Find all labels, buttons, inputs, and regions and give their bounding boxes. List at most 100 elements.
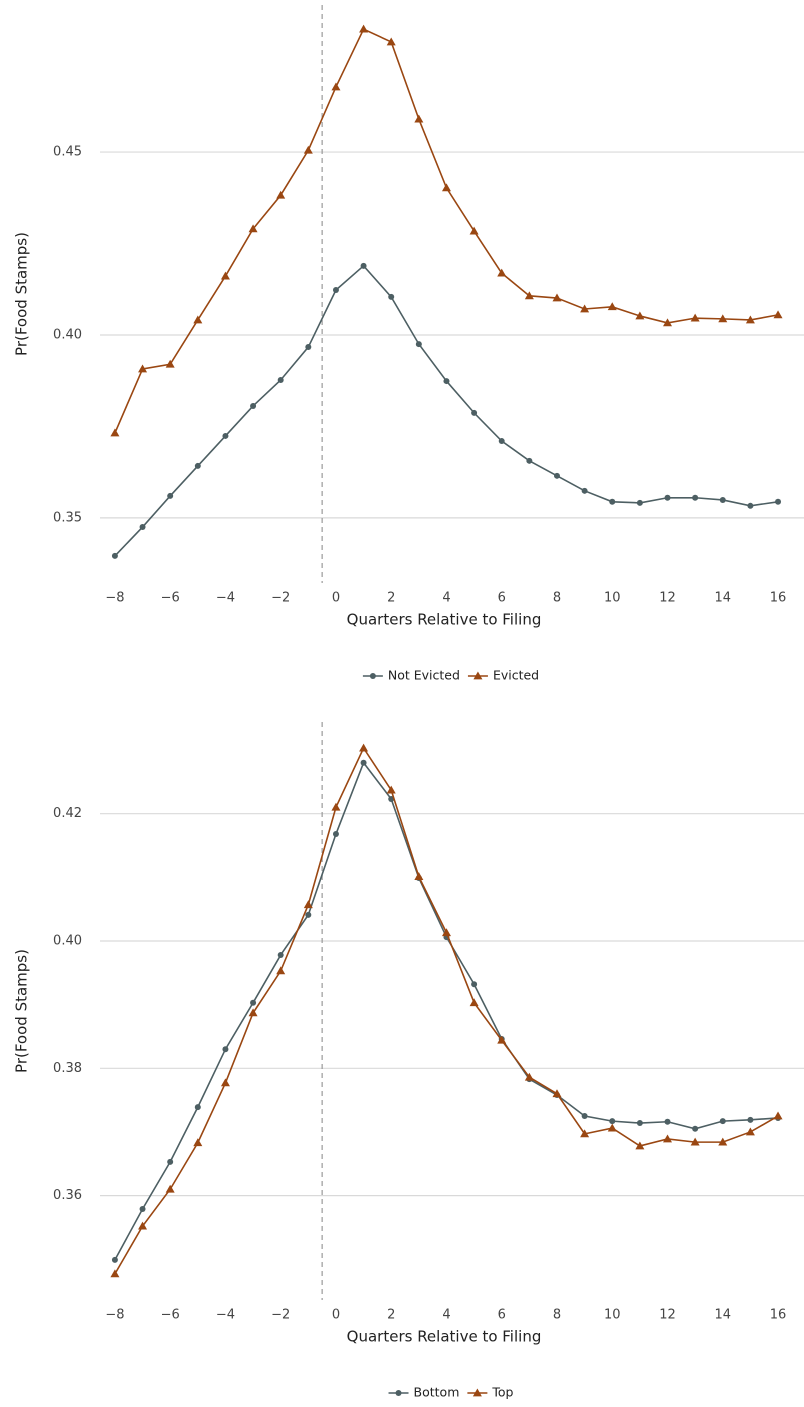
x-axis-title: Quarters Relative to Filing <box>347 611 542 629</box>
marker <box>471 981 478 988</box>
legend-label: Bottom <box>414 1385 460 1400</box>
x-tick-label: 10 <box>604 591 621 606</box>
marker <box>441 928 451 937</box>
marker <box>663 318 673 327</box>
x-tick-label: −8 <box>105 591 124 606</box>
x-tick-label: −2 <box>271 1308 290 1323</box>
x-tick-label: 14 <box>714 1308 731 1323</box>
x-tick-label: −2 <box>271 591 290 606</box>
x-tick-label: 12 <box>659 1308 676 1323</box>
marker <box>441 183 451 192</box>
marker <box>388 796 395 803</box>
marker <box>165 359 175 368</box>
marker <box>331 82 341 91</box>
marker <box>497 268 507 277</box>
marker <box>690 1137 700 1146</box>
marker <box>111 552 118 559</box>
legend: Bottom Top <box>388 1385 514 1400</box>
y-tick-label: 0.42 <box>53 806 82 821</box>
marker <box>386 785 396 794</box>
y-tick-label: 0.38 <box>53 1061 82 1076</box>
x-tick-label: −4 <box>216 1308 235 1323</box>
marker <box>414 114 424 123</box>
marker <box>635 311 645 320</box>
marker <box>472 1388 482 1397</box>
x-tick-label: 16 <box>770 1308 787 1323</box>
marker <box>664 1118 671 1125</box>
marker <box>276 190 286 199</box>
chart: 0.35 0.40 0.45 −8 −6 −4 −2 0 2 4 6 8 10 12 14 16 Quarter… <box>13 5 804 683</box>
y-tick-label: 0.40 <box>53 327 82 342</box>
y-axis-title: Pr(Food Stamps) <box>13 949 31 1073</box>
marker <box>250 402 257 409</box>
series-line <box>114 761 779 1261</box>
x-tick-label: −4 <box>216 591 235 606</box>
marker <box>359 24 369 33</box>
marker <box>303 145 313 154</box>
marker <box>580 1129 590 1138</box>
x-tick-label: −6 <box>161 1308 180 1323</box>
marker <box>303 900 313 909</box>
marker <box>277 951 284 958</box>
marker <box>552 293 562 302</box>
marker <box>194 462 201 469</box>
marker <box>692 494 699 501</box>
marker <box>553 472 560 479</box>
x-tick-label: 4 <box>442 591 450 606</box>
marker <box>139 524 146 531</box>
marker <box>248 1008 258 1017</box>
marker <box>194 1104 201 1111</box>
marker <box>248 224 258 233</box>
marker <box>220 1078 230 1087</box>
marker <box>193 315 203 324</box>
marker <box>471 409 478 416</box>
marker <box>469 998 479 1007</box>
marker <box>719 1118 726 1125</box>
marker <box>773 1111 783 1120</box>
x-tick-label: 4 <box>442 1308 450 1323</box>
marker <box>167 492 174 499</box>
legend-label: Evicted <box>493 668 539 683</box>
marker <box>139 1205 146 1212</box>
y-tick-label: 0.45 <box>53 145 82 160</box>
x-tick-label: −8 <box>105 1308 124 1323</box>
marker <box>138 1221 148 1230</box>
marker <box>636 499 643 506</box>
marker <box>276 966 286 975</box>
x-tick-label: 12 <box>659 591 676 606</box>
y-tick-label: 0.40 <box>53 933 82 948</box>
marker <box>718 1137 728 1146</box>
marker <box>636 1120 643 1127</box>
marker <box>635 1141 645 1150</box>
marker <box>110 428 120 437</box>
marker <box>524 1072 534 1081</box>
x-tick-label: 10 <box>604 1308 621 1323</box>
marker <box>415 341 422 348</box>
marker <box>111 1256 118 1263</box>
legend: Not Evicted Evicted <box>362 668 539 683</box>
marker <box>222 1046 229 1053</box>
marker <box>663 1134 673 1143</box>
y-tick-label: 0.36 <box>53 1188 82 1203</box>
marker <box>305 344 312 351</box>
x-tick-label: 6 <box>498 591 506 606</box>
x-tick-label: 16 <box>770 591 787 606</box>
marker <box>607 1123 617 1132</box>
marker <box>165 1184 175 1193</box>
marker <box>443 378 450 385</box>
x-tick-label: 2 <box>387 1308 395 1323</box>
marker <box>719 496 726 503</box>
marker <box>369 673 376 679</box>
marker <box>167 1158 174 1165</box>
marker <box>359 743 369 752</box>
legend-label: Top <box>491 1385 513 1400</box>
marker <box>690 313 700 322</box>
marker <box>332 286 339 293</box>
marker <box>664 494 671 501</box>
y-axis-title: Pr(Food Stamps) <box>13 232 31 356</box>
marker <box>607 302 617 311</box>
marker <box>388 293 395 300</box>
marker <box>332 831 339 838</box>
series-line <box>114 264 779 557</box>
marker <box>414 872 424 881</box>
